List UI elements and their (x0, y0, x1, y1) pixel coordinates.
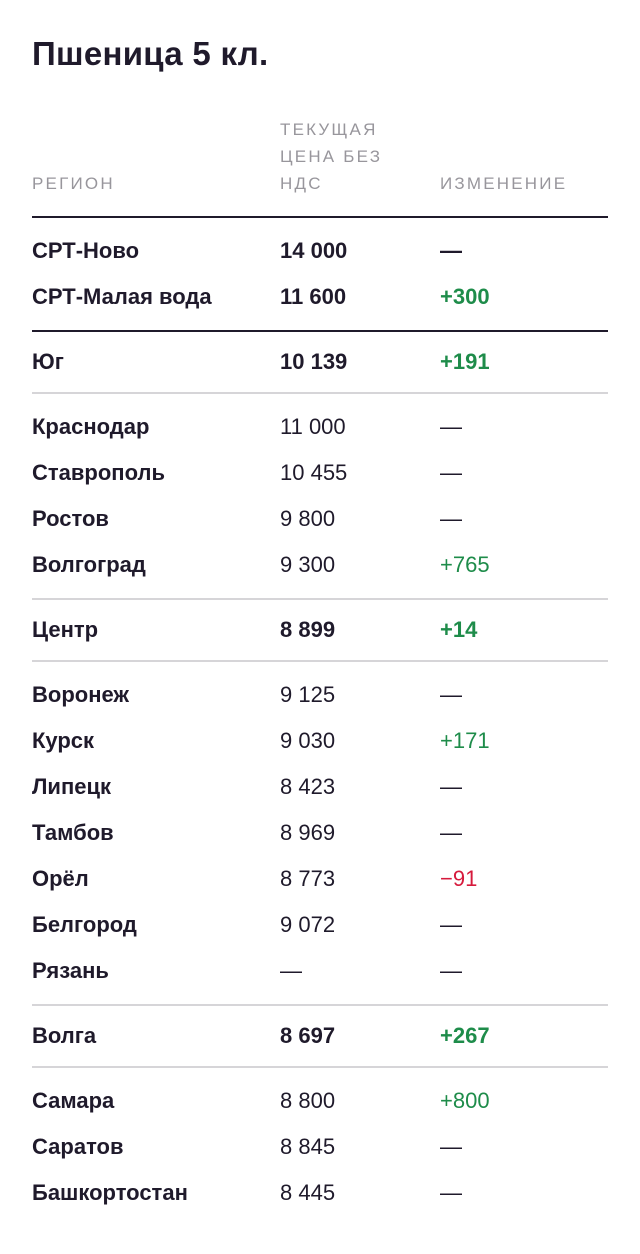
table-row: Тамбов 8 969 — (32, 810, 608, 856)
cell-change: +171 (440, 728, 490, 753)
cell-region: Юг (32, 330, 280, 393)
table-row: Ставрополь 10 455 — (32, 450, 608, 496)
table-row: Центр 8 899 +14 (32, 598, 608, 661)
cell-region: Ростов (32, 506, 109, 531)
cell-region: Саратов (32, 1134, 124, 1159)
column-header-change: ИЗМЕНЕНИЕ (440, 116, 608, 218)
cell-change: — (440, 958, 462, 983)
table-row: Самара 8 800 +800 (32, 1066, 608, 1124)
cell-change: +267 (440, 1004, 608, 1067)
cell-region: СРТ-Малая вода (32, 284, 212, 309)
table-row: Саратов 8 845 — (32, 1124, 608, 1170)
cell-change: — (440, 392, 608, 450)
column-header-region: РЕГИОН (32, 116, 280, 218)
cell-price: 9 800 (280, 506, 336, 531)
cell-change: −91 (440, 866, 478, 891)
cell-price: 8 800 (280, 1066, 440, 1124)
page-title: Пшеница 5 кл. (32, 35, 269, 72)
header-row: РЕГИОН ТЕКУЩАЯ ЦЕНА БЕЗ НДС ИЗМЕНЕНИЕ (32, 116, 608, 218)
cell-change: +14 (440, 598, 608, 661)
cell-price: 9 072 (280, 912, 336, 937)
cell-change: — (440, 460, 462, 485)
cell-region: Краснодар (32, 392, 280, 450)
cell-price: 11 600 (280, 284, 347, 309)
cell-region: Липецк (32, 774, 112, 799)
table-row: Волгоград 9 300 +765 (32, 542, 608, 599)
table-row: Белгород 9 072 — (32, 902, 608, 948)
cell-price: 9 030 (280, 728, 336, 753)
column-header-price: ТЕКУЩАЯ ЦЕНА БЕЗ НДС (280, 116, 440, 218)
cell-change: — (440, 1180, 462, 1205)
table-row: СРТ-Малая вода 11 600 +300 (32, 274, 608, 331)
cell-change: — (440, 820, 462, 845)
cell-price: 8 445 (280, 1180, 336, 1205)
cell-price: 11 000 (280, 392, 440, 450)
cell-price: 8 697 (280, 1004, 440, 1067)
cell-change: — (440, 912, 462, 937)
table-header: РЕГИОН ТЕКУЩАЯ ЦЕНА БЕЗ НДС ИЗМЕНЕНИЕ (32, 116, 608, 218)
table-row: Волга 8 697 +267 (32, 1004, 608, 1067)
table-row: СРТ-Ново 14 000 — (32, 217, 608, 274)
price-table: РЕГИОН ТЕКУЩАЯ ЦЕНА БЕЗ НДС ИЗМЕНЕНИЕ СР… (32, 116, 608, 1216)
cell-region: Центр (32, 598, 280, 661)
table-row: Юг 10 139 +191 (32, 330, 608, 393)
cell-region: Орёл (32, 866, 89, 891)
table-row: Башкортостан 8 445 — (32, 1170, 608, 1216)
cell-change: — (440, 1134, 462, 1159)
cell-price: 14 000 (280, 238, 348, 263)
cell-change: — (440, 774, 462, 799)
table-row: Краснодар 11 000— (32, 392, 608, 450)
cell-region: Рязань (32, 958, 109, 983)
cell-price: 8 773 (280, 866, 336, 891)
cell-price: 8 423 (280, 774, 336, 799)
cell-region: СРТ-Ново (32, 238, 140, 263)
cell-change: +300 (440, 284, 490, 309)
cell-region: Белгород (32, 912, 137, 937)
cell-change: — (440, 238, 462, 263)
column-header-price-label: ТЕКУЩАЯ ЦЕНА БЕЗ НДС (280, 120, 383, 193)
table-row: Воронеж 9 125— (32, 660, 608, 718)
cell-region: Тамбов (32, 820, 114, 845)
cell-region: Волгоград (32, 552, 146, 577)
table-row: Рязань — — (32, 948, 608, 1005)
table-row: Курск 9 030 +171 (32, 718, 608, 764)
cell-region: Башкортостан (32, 1180, 188, 1205)
table-row: Липецк 8 423 — (32, 764, 608, 810)
table-row: Ростов 9 800 — (32, 496, 608, 542)
cell-price: 9 125 (280, 660, 440, 718)
cell-region: Воронеж (32, 660, 280, 718)
cell-region: Самара (32, 1066, 280, 1124)
cell-price: 10 455 (280, 460, 348, 485)
cell-change: +191 (440, 330, 608, 393)
cell-price: 8 845 (280, 1134, 336, 1159)
cell-region: Ставрополь (32, 460, 165, 485)
table-row: Орёл 8 773 −91 (32, 856, 608, 902)
cell-change: — (440, 660, 608, 718)
cell-change: — (440, 506, 462, 531)
cell-region: Курск (32, 728, 95, 753)
cell-price: — (280, 958, 302, 983)
cell-change: +800 (440, 1066, 608, 1124)
cell-price: 8 969 (280, 820, 336, 845)
cell-price: 10 139 (280, 330, 440, 393)
cell-change: +765 (440, 552, 490, 577)
cell-region: Волга (32, 1004, 280, 1067)
table-body: СРТ-Ново 14 000 — СРТ-Малая вода 11 600 +300 Ю… (32, 217, 608, 1216)
cell-price: 8 899 (280, 598, 440, 661)
cell-price: 9 300 (280, 552, 336, 577)
